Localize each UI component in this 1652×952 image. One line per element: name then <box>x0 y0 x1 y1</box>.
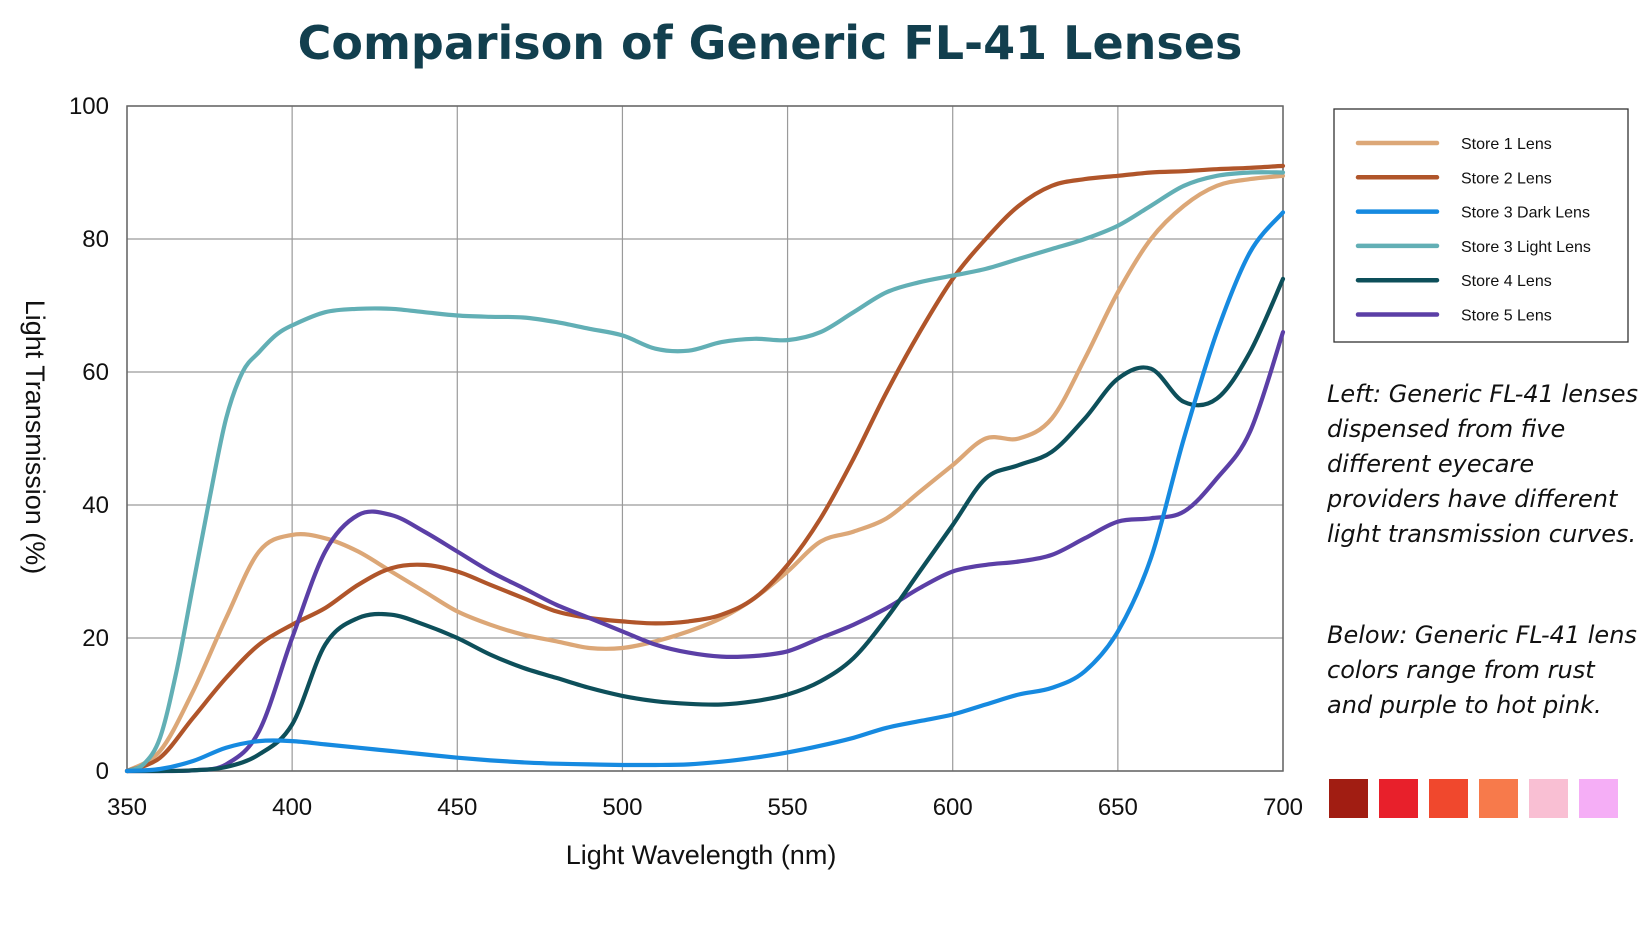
x-axis-label: Light Wavelength (nm) <box>566 840 837 870</box>
y-axis-label: Light Transmission (%) <box>20 300 50 575</box>
series-line-store-5-lens <box>124 330 1286 774</box>
x-tick-label: 500 <box>602 794 642 821</box>
series-line-store-2-lens <box>124 163 1286 774</box>
legend-entry: Store 2 Lens <box>1461 170 1552 187</box>
y-tick-label: 60 <box>82 359 109 386</box>
x-tick-labels: 350 400 450 500 550 600 650 700 <box>107 794 1303 821</box>
grid-lines <box>126 105 1284 772</box>
x-tick-label: 600 <box>933 794 973 821</box>
note-below: Below: Generic FL-41 lens colors range f… <box>1327 621 1637 719</box>
swatch-rust <box>1329 779 1368 818</box>
y-tick-labels: 0 20 40 60 80 100 <box>69 93 109 785</box>
legend-entry: Store 4 Lens <box>1461 273 1552 290</box>
x-tick-label: 450 <box>437 794 477 821</box>
swatch-light-pink <box>1529 779 1568 818</box>
legend-box <box>1333 108 1629 343</box>
swatch-red <box>1379 779 1418 818</box>
legend-entry: Store 5 Lens <box>1461 308 1552 325</box>
y-tick-label: 0 <box>96 758 109 785</box>
x-tick-label: 650 <box>1098 794 1138 821</box>
swatch-orange-red <box>1429 779 1468 818</box>
legend: Store 1 Lens Store 2 Lens Store 3 Dark Len… <box>1333 108 1629 343</box>
series-line-store-1-lens <box>124 173 1286 774</box>
x-tick-label: 400 <box>272 794 312 821</box>
series-line-store-3-dark-lens <box>124 210 1286 774</box>
note-left: Left: Generic FL-41 lenses dispensed fro… <box>1327 380 1638 548</box>
series-line-store-3-light-lens <box>124 170 1286 774</box>
x-tick-label: 350 <box>107 794 147 821</box>
lens-color-swatches <box>1329 779 1618 818</box>
legend-entry: Store 3 Dark Lens <box>1461 205 1590 222</box>
x-tick-label: 700 <box>1263 794 1303 821</box>
legend-entry: Store 3 Light Lens <box>1461 239 1591 256</box>
y-tick-label: 20 <box>82 625 109 652</box>
x-tick-label: 550 <box>768 794 808 821</box>
series-lines <box>124 163 1286 774</box>
plot-frame <box>126 105 1284 772</box>
y-tick-label: 100 <box>69 93 109 120</box>
legend-entry: Store 1 Lens <box>1461 136 1552 153</box>
y-tick-label: 80 <box>82 226 109 253</box>
y-tick-label: 40 <box>82 492 109 519</box>
swatch-hot-pink <box>1579 779 1618 818</box>
chart-title: Comparison of Generic FL-41 Lenses <box>297 16 1243 70</box>
swatch-coral <box>1479 779 1518 818</box>
series-line-store-4-lens <box>124 276 1286 774</box>
